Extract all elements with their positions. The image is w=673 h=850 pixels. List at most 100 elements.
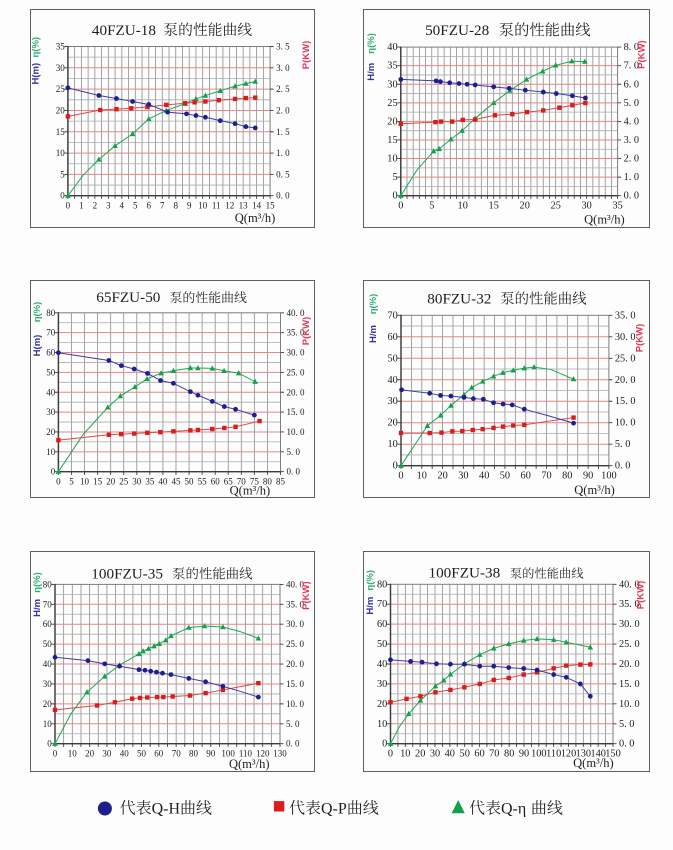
svg-text:40. 0: 40. 0 [287, 308, 306, 318]
svg-text:5: 5 [133, 201, 138, 211]
svg-text:Q-H: Q-H [152, 801, 181, 818]
svg-text:60: 60 [46, 348, 56, 358]
svg-text:0. 0: 0. 0 [276, 191, 290, 201]
svg-text:2. 0: 2. 0 [624, 154, 639, 165]
svg-text:20: 20 [388, 418, 398, 429]
svg-text:120: 120 [256, 749, 270, 759]
svg-text:30: 30 [46, 407, 56, 417]
svg-text:100: 100 [601, 471, 616, 482]
svg-text:40. 0: 40. 0 [619, 579, 640, 590]
svg-text:50FZU-28: 50FZU-28 [425, 22, 490, 39]
svg-text:10: 10 [377, 719, 387, 730]
svg-text:100FZU-38: 100FZU-38 [428, 565, 500, 582]
svg-text:P(KW): P(KW) [301, 317, 312, 346]
svg-text:50: 50 [43, 639, 53, 649]
svg-text:5: 5 [392, 172, 397, 183]
svg-text:P(KW): P(KW) [301, 581, 312, 610]
svg-text:2. 0: 2. 0 [276, 105, 290, 115]
svg-text:60: 60 [43, 619, 53, 629]
svg-text:25: 25 [56, 84, 66, 94]
svg-text:35. 0: 35. 0 [287, 328, 306, 338]
svg-text:35. 0: 35. 0 [615, 310, 636, 321]
svg-text:5: 5 [429, 201, 434, 212]
svg-text:10. 0: 10. 0 [619, 699, 640, 710]
svg-text:0: 0 [388, 749, 393, 760]
svg-text:15: 15 [489, 201, 499, 212]
svg-text:0: 0 [47, 739, 52, 749]
svg-text:20: 20 [377, 699, 387, 710]
svg-text:30. 0: 30. 0 [286, 619, 305, 629]
svg-text:20. 0: 20. 0 [619, 659, 640, 670]
svg-text:0: 0 [66, 201, 71, 211]
svg-text:10: 10 [68, 749, 78, 759]
svg-text:85: 85 [276, 477, 286, 487]
svg-text:0. 0: 0. 0 [287, 467, 301, 477]
svg-text:20: 20 [106, 477, 116, 487]
svg-text:Q(m³/h): Q(m³/h) [584, 213, 625, 227]
svg-text:15: 15 [93, 477, 103, 487]
svg-text:8. 0: 8. 0 [624, 42, 639, 53]
svg-text:0: 0 [56, 477, 61, 487]
svg-text:5. 0: 5. 0 [615, 439, 630, 450]
svg-text:Q(m³/h): Q(m³/h) [230, 484, 271, 498]
svg-text:0: 0 [60, 191, 65, 201]
svg-text:40: 40 [377, 659, 387, 670]
svg-text:2: 2 [93, 201, 98, 211]
svg-text:50: 50 [500, 471, 510, 482]
svg-text:10. 0: 10. 0 [615, 418, 636, 429]
svg-text:3. 0: 3. 0 [624, 135, 639, 146]
svg-text:80: 80 [377, 579, 387, 590]
svg-text:90: 90 [519, 749, 529, 760]
svg-text:H/m: H/m [365, 597, 376, 615]
svg-text:30: 30 [388, 396, 398, 407]
svg-text:35: 35 [387, 61, 397, 72]
svg-text:50: 50 [377, 639, 387, 650]
svg-text:30: 30 [458, 471, 468, 482]
svg-text:70: 70 [172, 749, 182, 759]
svg-text:4: 4 [120, 201, 125, 211]
svg-text:10: 10 [198, 201, 208, 211]
svg-text:40: 40 [46, 387, 56, 397]
svg-text:15. 0: 15. 0 [619, 679, 640, 690]
svg-text:35. 0: 35. 0 [286, 599, 305, 609]
svg-text:80: 80 [43, 579, 53, 589]
svg-text:100: 100 [531, 749, 546, 760]
svg-text:H/m: H/m [32, 599, 43, 617]
svg-text:30: 30 [132, 477, 142, 487]
svg-text:120: 120 [561, 749, 576, 760]
svg-text:35: 35 [56, 42, 66, 52]
svg-text:50: 50 [388, 353, 398, 364]
svg-text:Q-P: Q-P [321, 801, 347, 818]
svg-text:0: 0 [53, 749, 58, 759]
svg-text:25. 0: 25. 0 [615, 353, 636, 364]
svg-text:140: 140 [590, 749, 605, 760]
svg-text:70: 70 [237, 477, 247, 487]
svg-text:70: 70 [388, 310, 398, 321]
svg-text:150: 150 [605, 749, 620, 760]
svg-text:5. 0: 5. 0 [286, 719, 300, 729]
svg-text:35: 35 [145, 477, 155, 487]
svg-text:80: 80 [46, 308, 56, 318]
svg-text:80: 80 [562, 471, 572, 482]
svg-text:50: 50 [185, 477, 195, 487]
svg-text:25: 25 [551, 201, 561, 212]
svg-text:10: 10 [387, 154, 397, 165]
svg-text:10. 0: 10. 0 [287, 427, 306, 437]
svg-text:Q(m³/h): Q(m³/h) [574, 483, 615, 497]
svg-text:12: 12 [225, 201, 234, 211]
svg-text:80: 80 [504, 749, 514, 760]
svg-text:40: 40 [43, 659, 53, 669]
svg-text:15. 0: 15. 0 [287, 407, 306, 417]
svg-text:20: 20 [415, 749, 425, 760]
svg-text:40: 40 [388, 375, 398, 386]
svg-text:20: 20 [46, 427, 56, 437]
svg-text:Q(m³/h): Q(m³/h) [235, 211, 276, 225]
svg-text:10: 10 [43, 719, 53, 729]
svg-text:40: 40 [387, 42, 397, 53]
svg-text:0. 0: 0. 0 [615, 461, 630, 472]
svg-text:130: 130 [273, 749, 287, 759]
svg-text:Q(m³/h): Q(m³/h) [229, 757, 270, 771]
svg-text:60: 60 [474, 749, 484, 760]
svg-text:30: 30 [43, 679, 53, 689]
svg-text:P(KW): P(KW) [637, 40, 648, 69]
